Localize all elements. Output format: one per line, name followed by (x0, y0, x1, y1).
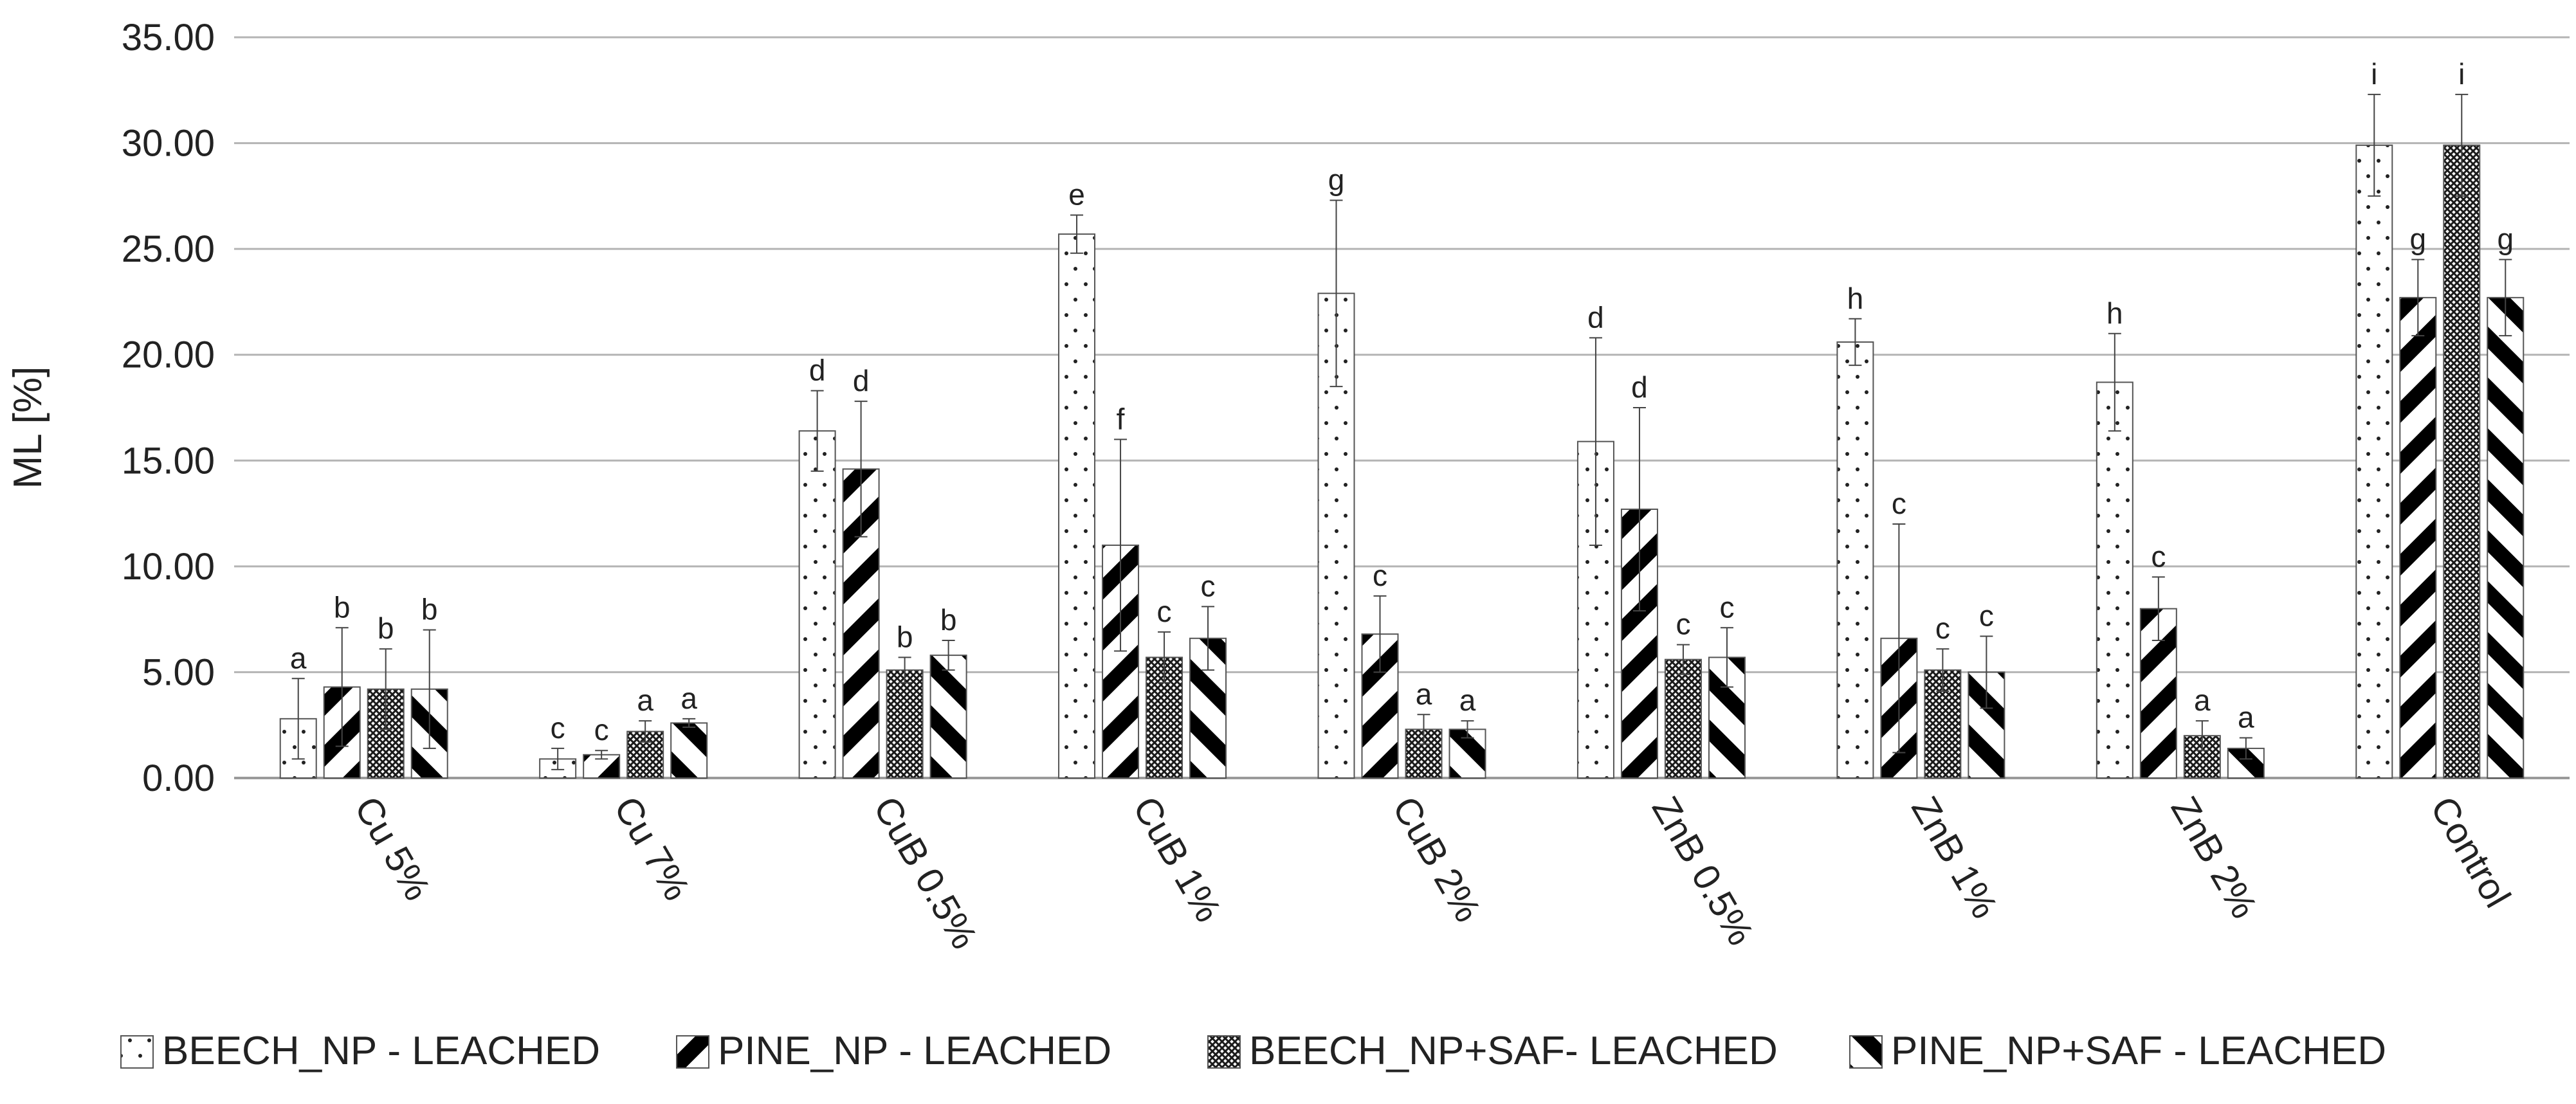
significance-label: h (2106, 296, 2123, 330)
significance-label: c (1935, 611, 1950, 645)
bar (886, 669, 924, 779)
significance-label: i (2458, 57, 2465, 91)
y-tick-label: 10.00 (122, 546, 215, 588)
y-axis: 0.00 5.00 10.00 15.00 20.00 25.00 30.00 35.00 (122, 17, 215, 799)
bar (798, 430, 836, 779)
gridlines (234, 36, 2570, 779)
y-tick-label: 0.00 (142, 757, 215, 799)
y-tick-label: 5.00 (142, 651, 215, 693)
x-tick-label: Cu 7% (606, 790, 698, 907)
legend-swatch (1849, 1035, 1883, 1069)
x-tick-label: Control (2422, 790, 2519, 914)
significance-label: c (1979, 599, 1994, 632)
significance-label: a (2238, 700, 2254, 734)
significance-label: c (1157, 595, 1172, 628)
significance-label: i (2371, 57, 2377, 91)
x-tick-label: ZnB 1% (1903, 790, 2005, 925)
significance-label: b (897, 620, 913, 653)
significance-label: a (290, 641, 307, 674)
bar (2355, 144, 2393, 779)
bar (2443, 144, 2481, 779)
legend-label: BEECH_NP+SAF- LEACHED (1249, 1029, 1778, 1073)
y-tick-label: 20.00 (122, 334, 215, 376)
bar (2096, 381, 2133, 779)
significance-label: h (1847, 282, 1864, 315)
significance-label: a (1416, 677, 1432, 710)
significance-label: b (421, 593, 438, 626)
y-tick-label: 25.00 (122, 228, 215, 270)
significance-label: c (1201, 569, 1216, 602)
significance-label: g (2497, 222, 2514, 256)
significance-label: c (594, 713, 609, 747)
significance-label: a (681, 682, 697, 715)
legend: BEECH_NP - LEACHED PINE_NP - LEACHED BEECH… (120, 1029, 2386, 1073)
significance-label: g (2409, 222, 2426, 256)
x-tick-label: CuB 0.5% (865, 790, 985, 956)
x-tick-label: CuB 1% (1125, 790, 1230, 929)
x-tick-label: ZnB 0.5% (1644, 790, 1762, 952)
significance-label: c (1719, 590, 1734, 624)
legend-label: PINE_NP+SAF - LEACHED (1891, 1029, 2386, 1073)
bar (670, 722, 708, 779)
significance-label: b (378, 611, 394, 645)
bar (929, 655, 967, 779)
legend-swatch (676, 1035, 709, 1069)
significance-label: d (1587, 300, 1604, 334)
significance-label: f (1117, 402, 1125, 435)
significance-label: d (809, 354, 826, 387)
x-tick-label: CuB 2% (1384, 790, 1489, 929)
x-tick-label: Cu 5% (346, 790, 438, 907)
bar (1448, 728, 1486, 779)
bar (1058, 233, 1096, 779)
bar (2399, 296, 2437, 779)
bar (1664, 658, 1702, 779)
significance-label: e (1068, 177, 1085, 211)
significance-label: d (1631, 370, 1648, 404)
significance-label: c (2151, 539, 2166, 573)
x-tick-label: ZnB 2% (2163, 790, 2265, 925)
legend-label: BEECH_NP - LEACHED (162, 1029, 600, 1073)
significance-label: c (1373, 559, 1387, 592)
y-axis-title: ML [%] (6, 366, 50, 489)
bar (2183, 735, 2221, 779)
significance-label: c (1892, 487, 1906, 520)
bar (2487, 296, 2525, 779)
y-tick-label: 35.00 (122, 17, 215, 59)
significance-label: a (637, 683, 653, 717)
significance-label: a (1459, 683, 1476, 717)
y-tick-label: 30.00 (122, 123, 215, 165)
significance-label: b (940, 603, 957, 637)
legend-swatch (120, 1035, 154, 1069)
significance-label: a (2194, 683, 2211, 717)
bar (1836, 341, 1874, 779)
legend-label: PINE_NP - LEACHED (718, 1029, 1111, 1073)
x-axis: Cu 5% Cu 7% CuB 0.5% CuB 1% CuB 2% ZnB 0.5% Zn… (346, 790, 2518, 956)
significance-label: d (853, 364, 870, 397)
legend-swatch (1207, 1035, 1241, 1069)
significance-label: b (334, 590, 351, 624)
significance-label: c (551, 711, 565, 745)
significance-label: g (1328, 163, 1345, 196)
y-tick-label: 15.00 (122, 440, 215, 482)
significance-label: c (1676, 608, 1690, 641)
